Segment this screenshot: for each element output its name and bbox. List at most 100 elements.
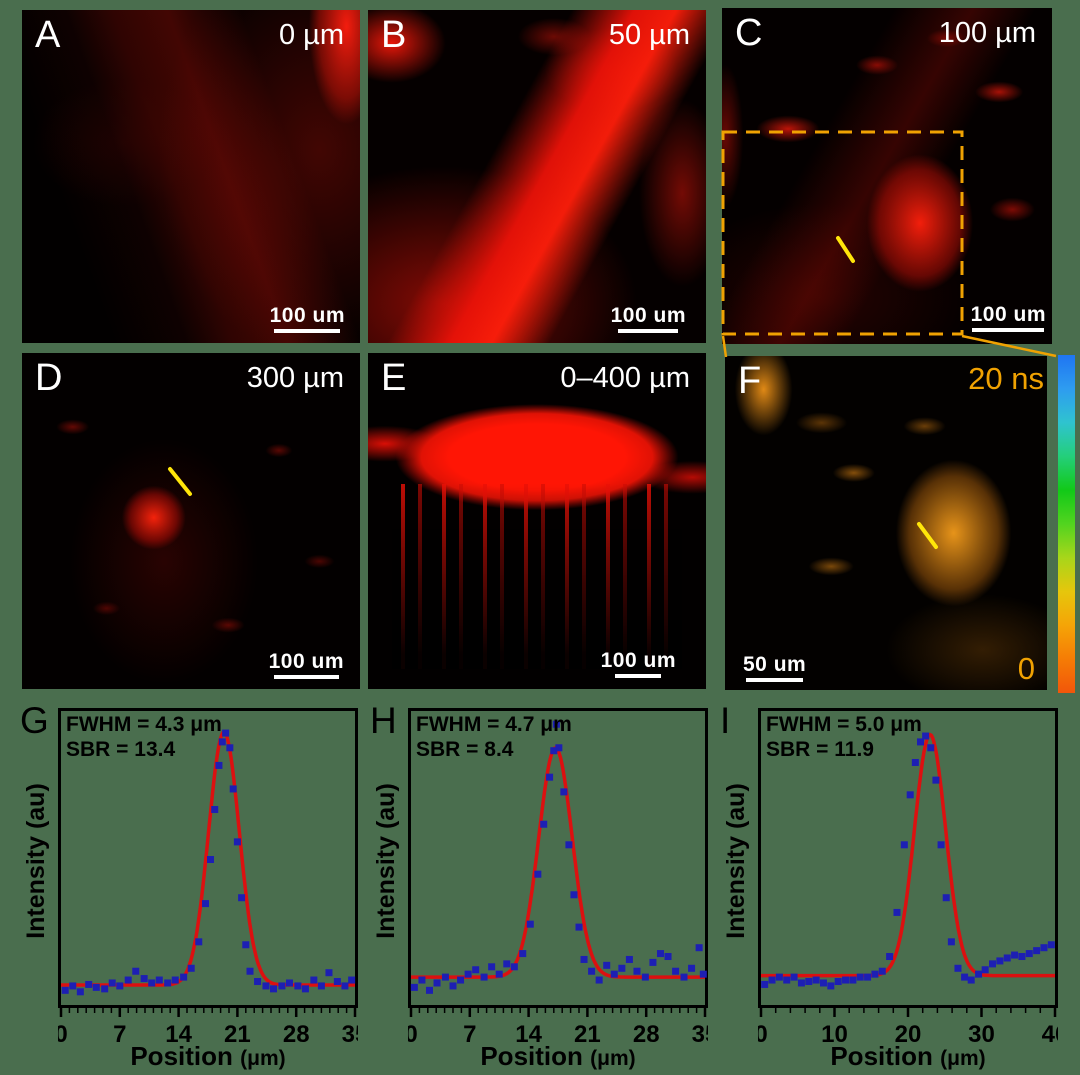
data-point-marker xyxy=(218,738,226,746)
panel-G-chart-block: G Intensity (au) 0 7 14 21 28 35 FWHM = 4.3 μ… xyxy=(0,700,358,1075)
data-point-marker xyxy=(688,964,696,972)
data-point-marker xyxy=(433,979,441,987)
sbr-value-H: SBR = 8.4 xyxy=(416,737,514,761)
x-tick-label: 35 xyxy=(342,1021,358,1048)
x-tick-label: 28 xyxy=(633,1021,660,1048)
data-point-marker xyxy=(947,938,955,946)
data-point-marker xyxy=(510,963,518,971)
data-point-marker xyxy=(325,969,333,977)
gaussian-fit-line xyxy=(411,745,705,979)
x-tick-label: 7 xyxy=(463,1021,476,1048)
data-point-marker xyxy=(570,891,578,899)
data-point-marker xyxy=(242,941,250,949)
data-point-marker xyxy=(842,976,850,984)
data-point-marker xyxy=(932,776,940,784)
data-point-marker xyxy=(916,738,924,746)
panel-F-image: F 20 ns 0 50 um xyxy=(725,356,1047,690)
data-point-marker xyxy=(981,966,989,974)
data-point-marker xyxy=(664,953,672,961)
data-point-marker xyxy=(886,953,894,961)
data-point-marker xyxy=(856,973,864,981)
data-point-marker xyxy=(1040,944,1048,952)
data-point-marker xyxy=(834,978,842,986)
data-point-marker xyxy=(180,973,188,981)
panel-I-chart-block: I Intensity (au) 0 10 20 30 40 FWHM = 5.0 μm… xyxy=(700,700,1058,1075)
data-point-marker xyxy=(238,894,246,902)
x-axis-label-text-H: Position xyxy=(480,1041,583,1071)
panel-H-chart-block: H Intensity (au) 0 7 14 21 28 35 FWHM = 4.7 μ… xyxy=(350,700,708,1075)
scalebar-D-bar xyxy=(273,675,339,679)
data-point-marker xyxy=(222,729,230,737)
data-point-marker xyxy=(761,980,769,988)
data-point-marker xyxy=(61,986,69,994)
scalebar-E: 100 um xyxy=(601,649,676,678)
panel-E-image: E 0–400 µm 100 um xyxy=(368,353,706,689)
data-point-marker xyxy=(871,970,879,978)
data-point-marker xyxy=(680,973,688,981)
x-tick-label: 20 xyxy=(895,1021,922,1048)
data-point-marker xyxy=(1033,947,1041,955)
data-point-marker xyxy=(116,982,124,990)
data-point-marker xyxy=(464,970,472,978)
x-tick-label: 30 xyxy=(968,1021,995,1048)
data-point-marker xyxy=(790,973,798,981)
data-point-marker xyxy=(449,982,457,990)
intensity-profile-chart-H: 0 7 14 21 28 35 xyxy=(408,708,708,1048)
data-point-marker xyxy=(526,920,534,928)
data-point-marker xyxy=(849,976,857,984)
data-point-marker xyxy=(805,978,813,986)
data-point-marker xyxy=(425,986,433,994)
data-point-marker xyxy=(278,982,286,990)
x-tick-label: 10 xyxy=(821,1021,848,1048)
data-point-marker xyxy=(207,856,215,863)
data-point-marker xyxy=(588,967,596,975)
fit-annotation-I: FWHM = 5.0 μm SBR = 11.9 xyxy=(766,713,922,763)
panel-letter-G: G xyxy=(20,700,49,741)
data-point-marker xyxy=(69,982,77,990)
data-point-marker xyxy=(546,773,554,781)
x-tick-label: 40 xyxy=(1042,1021,1058,1048)
data-point-marker xyxy=(967,976,975,984)
data-point-marker xyxy=(618,964,626,972)
data-point-marker xyxy=(233,838,241,846)
data-point-marker xyxy=(155,976,163,984)
data-point-marker xyxy=(124,976,132,984)
data-point-marker xyxy=(906,791,914,799)
scalebar-D-label: 100 um xyxy=(268,650,344,673)
data-point-marker xyxy=(560,788,568,796)
data-point-marker xyxy=(864,973,872,981)
panel-letter-E: E xyxy=(381,357,408,399)
x-tick-label: 35 xyxy=(692,1021,708,1048)
data-point-marker xyxy=(246,967,254,975)
data-point-marker xyxy=(649,958,657,966)
lifetime-colorbar xyxy=(1058,355,1075,693)
data-point-marker xyxy=(519,950,527,958)
panel-letter-B: B xyxy=(381,14,408,56)
x-tick-label: 7 xyxy=(113,1021,126,1048)
x-tick-label: 0 xyxy=(58,1021,68,1048)
data-point-marker xyxy=(294,982,302,990)
x-tick-label: 21 xyxy=(574,1021,601,1048)
scalebar-A-label: 100 um xyxy=(269,304,345,327)
panel-letter-I: I xyxy=(720,700,731,741)
panel-D-image: D 300 µm 100 um xyxy=(22,353,360,689)
descending-vessels xyxy=(391,484,683,669)
data-point-marker xyxy=(768,976,776,984)
depth-label-C: 100 µm xyxy=(938,17,1036,49)
data-point-marker xyxy=(480,973,488,981)
fwhm-value-I: FWHM = 5.0 μm xyxy=(766,713,922,736)
data-point-marker xyxy=(819,979,827,987)
data-point-marker xyxy=(1003,954,1011,962)
data-point-marker xyxy=(797,979,805,987)
data-point-marker xyxy=(195,938,203,946)
data-point-marker xyxy=(656,950,664,958)
data-point-marker xyxy=(317,982,325,990)
panel-letter-C: C xyxy=(735,12,764,54)
data-point-marker xyxy=(1018,953,1026,961)
scalebar-C: 100 um xyxy=(971,303,1046,332)
x-axis-unit-H: (μm) xyxy=(590,1047,636,1070)
data-point-marker xyxy=(211,806,219,814)
data-point-marker xyxy=(812,976,820,984)
data-point-marker xyxy=(989,960,997,968)
